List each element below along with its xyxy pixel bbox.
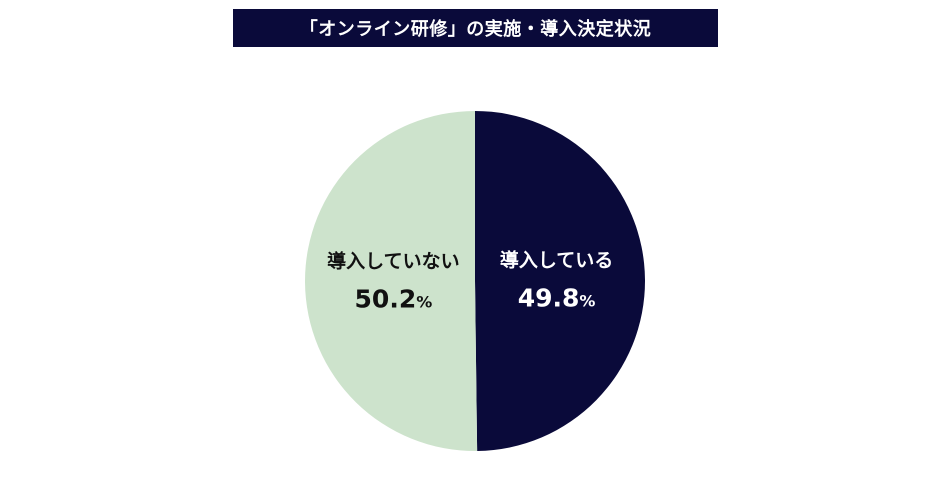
slice-value-label: 50.2% xyxy=(355,285,433,314)
slice-category-label: 導入している xyxy=(500,248,613,271)
pie-slice xyxy=(475,111,646,451)
pie-labels: 導入している 49.8% 導入していない 50.2% xyxy=(327,248,613,313)
slice-category-label: 導入していない xyxy=(327,250,459,273)
slice-value-label: 49.8% xyxy=(518,283,596,312)
chart-title: 「オンライン研修」の実施・導入決定状況 xyxy=(233,9,718,47)
pie-slice xyxy=(305,111,478,451)
pie-slices xyxy=(305,111,646,451)
